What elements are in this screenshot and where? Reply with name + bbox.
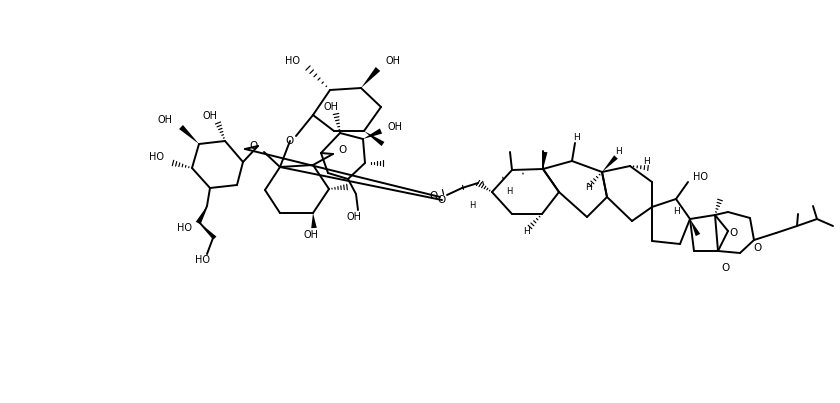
Polygon shape <box>196 206 207 224</box>
Text: HO: HO <box>196 255 211 265</box>
Text: O: O <box>249 141 258 151</box>
Text: OH: OH <box>303 230 318 240</box>
Text: H: H <box>469 201 475 210</box>
Text: H: H <box>585 183 591 193</box>
Text: HO: HO <box>149 152 164 162</box>
Polygon shape <box>311 213 317 228</box>
Text: H: H <box>573 133 580 141</box>
Text: H: H <box>674 206 680 216</box>
Text: HO: HO <box>177 223 192 233</box>
Polygon shape <box>602 155 618 172</box>
Text: H: H <box>616 147 622 156</box>
Polygon shape <box>361 67 381 88</box>
Text: O: O <box>286 136 294 146</box>
Text: H: H <box>506 187 512 197</box>
Text: OH: OH <box>385 56 400 66</box>
Text: OH: OH <box>202 111 218 121</box>
Text: H: H <box>643 158 650 166</box>
Text: O: O <box>438 195 446 205</box>
Text: OH: OH <box>388 122 403 132</box>
Text: O: O <box>753 243 762 253</box>
Polygon shape <box>179 125 199 144</box>
Text: O: O <box>430 191 438 201</box>
Text: HO: HO <box>693 172 708 182</box>
Polygon shape <box>690 219 701 236</box>
Text: O: O <box>729 228 738 238</box>
Text: H: H <box>523 228 530 237</box>
Text: O: O <box>722 263 730 273</box>
Polygon shape <box>200 223 217 239</box>
Text: OH: OH <box>347 212 361 222</box>
Text: O: O <box>338 145 346 155</box>
Polygon shape <box>364 131 385 146</box>
Text: OH: OH <box>323 102 339 112</box>
Text: OH: OH <box>158 115 173 125</box>
Polygon shape <box>363 129 382 139</box>
Text: HO: HO <box>285 56 300 66</box>
Polygon shape <box>543 152 548 169</box>
